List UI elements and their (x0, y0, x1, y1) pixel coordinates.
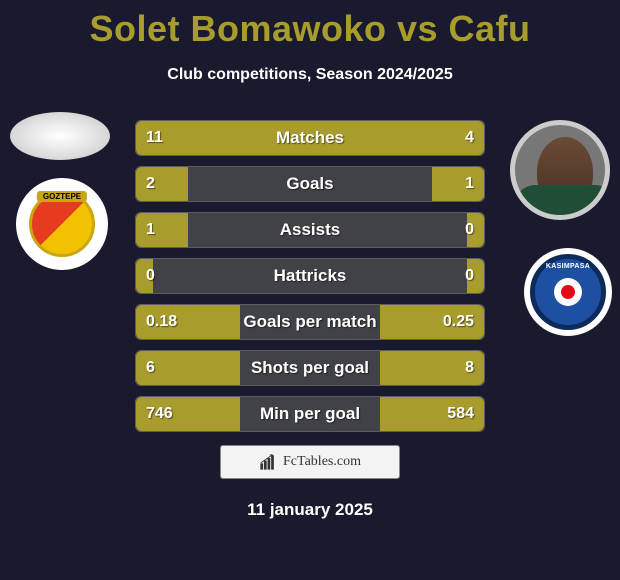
chart-rising-icon (259, 453, 277, 471)
stat-label: Matches (136, 121, 484, 155)
stats-panel: 114Matches 21Goals 10Assists 00Hattricks 0.1… (135, 120, 485, 442)
subtitle: Club competitions, Season 2024/2025 (0, 66, 620, 84)
stat-row: 10Assists (135, 212, 485, 248)
stat-row: 00Hattricks (135, 258, 485, 294)
page-title: Solet Bomawoko vs Cafu (0, 0, 620, 50)
source-label: FcTables.com (283, 454, 361, 470)
source-badge[interactable]: FcTables.com (220, 445, 400, 479)
stat-row: 21Goals (135, 166, 485, 202)
goztepe-crest-icon: GOZTEPE (29, 191, 95, 257)
left-player-column: GOZTEPE (10, 112, 110, 270)
team-right-badge: KASIMPASA (524, 248, 612, 336)
goztepe-label: GOZTEPE (37, 191, 87, 202)
kasimpasa-label: KASIMPASA (535, 263, 601, 270)
player-right-avatar (510, 120, 610, 220)
stat-label: Hattricks (136, 259, 484, 293)
stat-label: Shots per goal (136, 351, 484, 385)
date-label: 11 january 2025 (0, 500, 620, 520)
stat-label: Goals per match (136, 305, 484, 339)
stat-row: 0.180.25Goals per match (135, 304, 485, 340)
stat-row: 746584Min per goal (135, 396, 485, 432)
right-player-column: KASIMPASA (510, 120, 610, 336)
kasimpasa-crest-icon: KASIMPASA (530, 254, 606, 330)
stat-label: Goals (136, 167, 484, 201)
stat-row: 68Shots per goal (135, 350, 485, 386)
stat-row: 114Matches (135, 120, 485, 156)
player-left-avatar (10, 112, 110, 160)
stat-label: Min per goal (136, 397, 484, 431)
team-left-badge: GOZTEPE (16, 178, 108, 270)
stat-label: Assists (136, 213, 484, 247)
